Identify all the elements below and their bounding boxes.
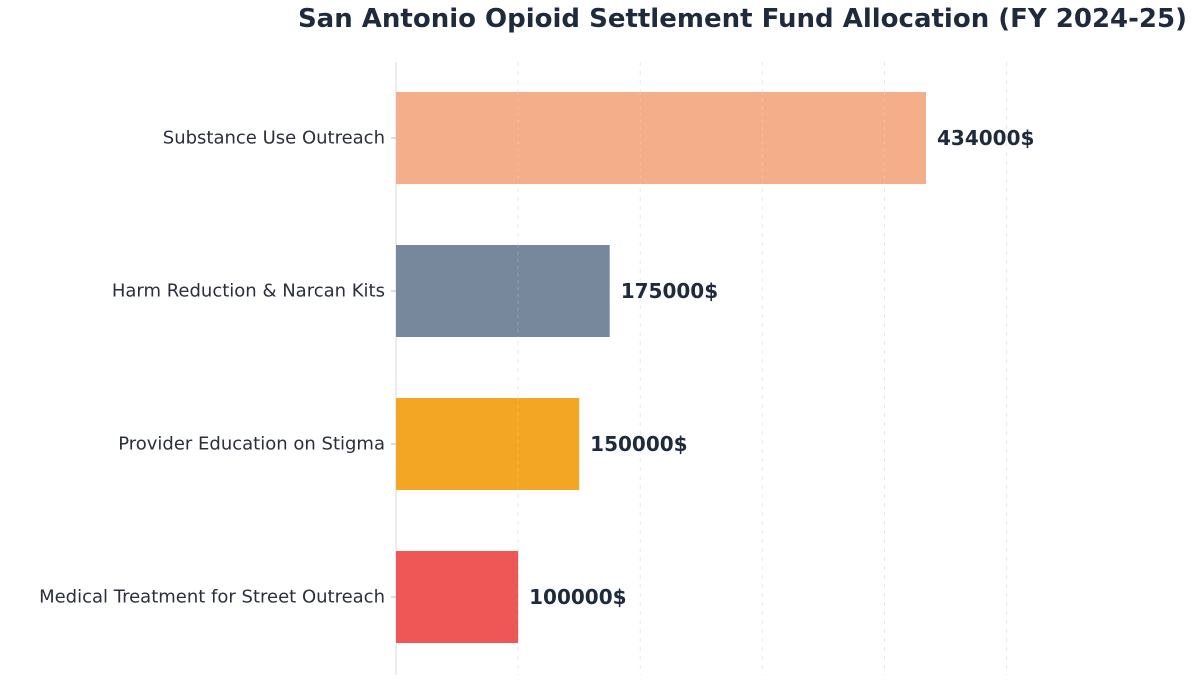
labels: Substance Use Outreach 434000$ Harm Reduct…	[39, 126, 1034, 609]
category-label: Medical Treatment for Street Outreach	[39, 587, 385, 608]
bars	[396, 92, 926, 643]
value-label: 175000$	[621, 279, 718, 303]
category-label: Harm Reduction & Narcan Kits	[112, 281, 385, 302]
category-label: Provider Education on Stigma	[118, 434, 385, 455]
chart-title: San Antonio Opioid Settlement Fund Alloc…	[297, 4, 1187, 34]
bar	[396, 245, 610, 337]
category-label: Substance Use Outreach	[163, 128, 385, 149]
bar	[396, 551, 519, 643]
value-label: 100000$	[529, 585, 626, 609]
value-label: 150000$	[590, 432, 687, 456]
bar	[396, 92, 926, 184]
value-label: 434000$	[937, 126, 1034, 150]
bar	[396, 398, 580, 490]
